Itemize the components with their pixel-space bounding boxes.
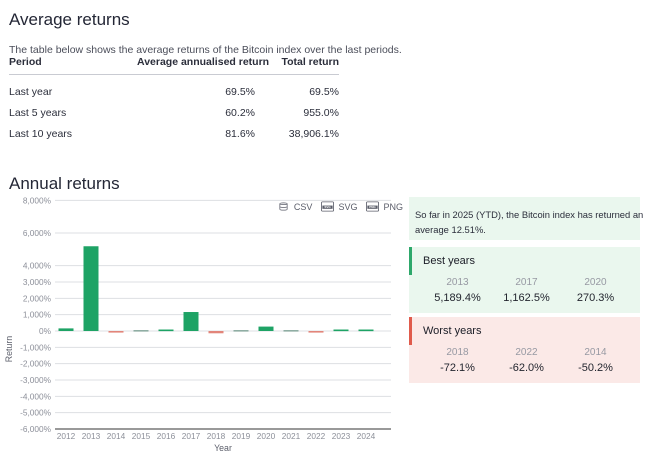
svg-text:Return: Return <box>4 336 14 363</box>
svg-text:2016: 2016 <box>157 431 176 441</box>
svg-text:2022: 2022 <box>307 431 326 441</box>
svg-text:2,000%: 2,000% <box>23 293 52 303</box>
svg-text:2019: 2019 <box>232 431 251 441</box>
svg-text:-2,000%: -2,000% <box>20 359 52 369</box>
svg-text:3,000%: 3,000% <box>23 277 52 287</box>
svg-text:Year: Year <box>214 443 232 453</box>
svg-text:-4,000%: -4,000% <box>20 391 52 401</box>
svg-text:2018: 2018 <box>207 431 226 441</box>
svg-text:2012: 2012 <box>57 431 76 441</box>
svg-text:-5,000%: -5,000% <box>20 408 52 418</box>
svg-text:-3,000%: -3,000% <box>20 375 52 385</box>
svg-text:1,000%: 1,000% <box>23 310 52 320</box>
svg-text:2013: 2013 <box>82 431 101 441</box>
svg-text:2014: 2014 <box>107 431 126 441</box>
svg-text:-6,000%: -6,000% <box>20 424 52 434</box>
svg-text:2015: 2015 <box>132 431 151 441</box>
svg-text:4,000%: 4,000% <box>23 261 52 271</box>
svg-text:6,000%: 6,000% <box>23 228 52 238</box>
svg-text:2017: 2017 <box>182 431 201 441</box>
svg-text:2023: 2023 <box>332 431 351 441</box>
svg-text:0%: 0% <box>39 326 52 336</box>
svg-text:2020: 2020 <box>257 431 276 441</box>
svg-text:8,000%: 8,000% <box>23 195 52 205</box>
svg-text:2021: 2021 <box>282 431 301 441</box>
svg-text:2024: 2024 <box>357 431 376 441</box>
svg-text:-1,000%: -1,000% <box>20 342 52 352</box>
